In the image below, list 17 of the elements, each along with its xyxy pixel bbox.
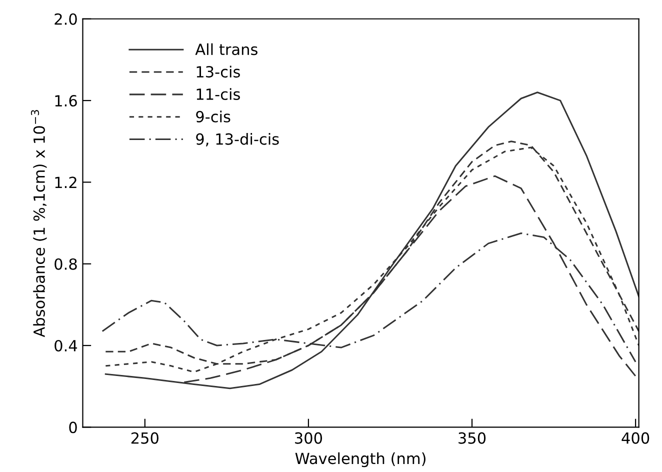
y-tick-label: 0.4 bbox=[54, 340, 78, 352]
legend-label: All trans bbox=[195, 43, 258, 56]
legend-label: 13-cis bbox=[196, 66, 240, 78]
x-tick-label: 300 bbox=[295, 432, 322, 444]
y-tick-label: 0.8 bbox=[54, 258, 77, 270]
x-axis-title: Wavelength (nm) bbox=[295, 452, 426, 468]
legend-label: 9, 13-di-cis bbox=[196, 133, 279, 146]
y-axis-title: Absorbance (1 %,1cm) x 10$^{−3}$ bbox=[30, 110, 47, 338]
x-tick-label: 400 bbox=[622, 432, 650, 444]
y-tick-label: 0 bbox=[69, 422, 77, 434]
y-tick-label: 1.2 bbox=[55, 176, 76, 188]
legend-label: 11-cis bbox=[196, 88, 240, 100]
x-tick-label: 250 bbox=[131, 432, 158, 444]
legend-label: 9-cis bbox=[196, 110, 230, 122]
x-tick-label: 350 bbox=[458, 432, 486, 444]
y-tick-label: 1.6 bbox=[55, 95, 77, 107]
y-tick-label: 2.0 bbox=[54, 13, 77, 25]
